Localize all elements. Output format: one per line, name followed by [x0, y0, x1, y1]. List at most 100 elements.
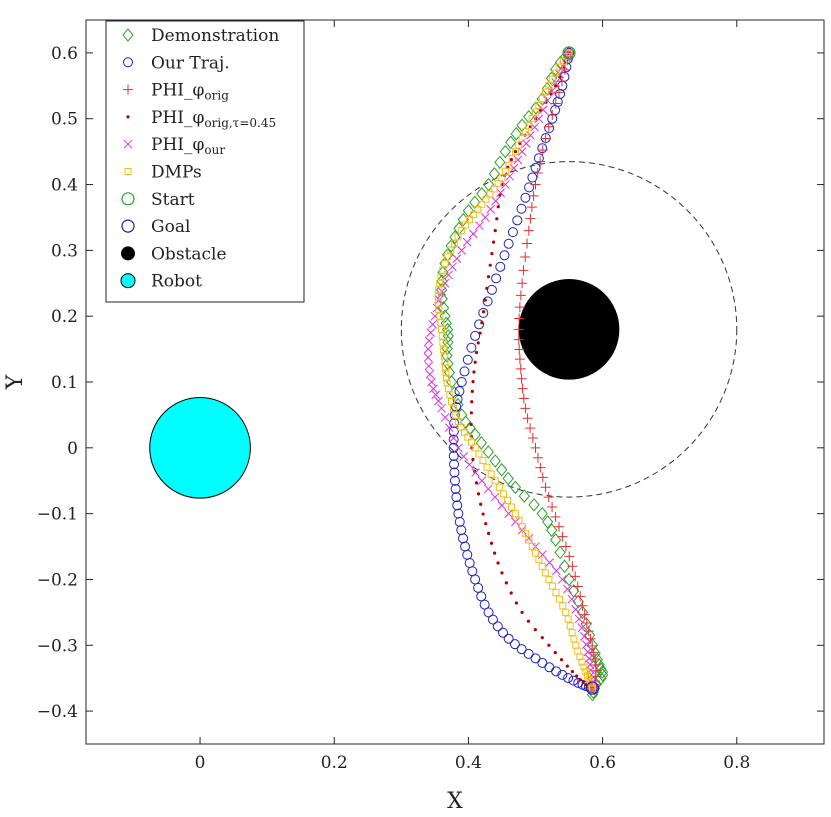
series-2-point-12 [530, 179, 541, 190]
series-5-point-10 [532, 108, 540, 116]
series-1-point-20 [503, 238, 514, 249]
series-4-point-54 [490, 492, 500, 502]
series-3-point-20 [493, 229, 497, 233]
series-0-point-16 [476, 187, 488, 201]
series-5-point-4 [552, 69, 560, 77]
x-tick-label: 0.4 [455, 753, 482, 773]
series-3-point-26 [483, 298, 487, 302]
series-4-point-3 [555, 69, 564, 79]
series-2-point-7 [543, 121, 554, 132]
series-1-point-50 [456, 525, 467, 536]
series-3-point-36 [470, 400, 474, 404]
series-2-point-16 [523, 225, 534, 236]
series-5-point-14 [518, 134, 526, 142]
series-3-point-33 [472, 370, 476, 374]
series-4-point-65 [563, 584, 572, 594]
series-3-point-19 [495, 217, 499, 221]
series-5-point-30 [458, 227, 466, 235]
legend-key-0 [122, 28, 134, 42]
legend-label-0: Demonstration [151, 26, 279, 46]
series-0-point-60 [563, 572, 575, 587]
series-5-point-70 [491, 477, 499, 485]
series-4-point-26 [448, 262, 457, 272]
series-1-point-62 [492, 621, 503, 632]
y-axis-label: Y [3, 374, 28, 390]
series-3-point-60 [547, 643, 551, 647]
series-2-point-33 [522, 413, 533, 424]
series-2-point-18 [520, 251, 531, 262]
series-3-point-37 [469, 411, 473, 415]
series-4-point-15 [505, 171, 515, 181]
series-3-point-43 [474, 481, 479, 485]
series-0-point-52 [518, 489, 530, 503]
series-5-point-42 [435, 306, 443, 314]
goal-marker [585, 681, 600, 695]
series-3-point-30 [476, 341, 480, 345]
series-4-point-48 [454, 443, 463, 453]
series-0-point-11 [505, 135, 517, 150]
series-2-point-46 [560, 541, 571, 552]
series-1-point-33 [454, 386, 465, 397]
series-2-point-53 [579, 609, 590, 620]
series-2-point-25 [513, 334, 524, 345]
series-0-point-62 [572, 594, 584, 609]
series-1-point-23 [491, 273, 502, 284]
series-5-point-2 [560, 57, 568, 65]
series-3-point-56 [520, 610, 524, 614]
series-3-point-31 [474, 350, 479, 355]
series-3-point-45 [479, 502, 483, 506]
series-1-point-44 [450, 475, 460, 486]
series-5-point-57 [448, 398, 456, 406]
series-4-point-38 [424, 361, 434, 371]
series-3-point-22 [490, 252, 494, 256]
series-1-point-45 [450, 483, 461, 494]
series-5-point-89 [559, 602, 567, 610]
legend-key-4 [123, 139, 133, 149]
series-2-point-44 [553, 521, 564, 532]
series-4-point-16 [500, 180, 510, 189]
series-5-point-6 [545, 81, 553, 89]
legend-label-main: Start [151, 190, 195, 210]
series-1-point-65 [509, 639, 520, 650]
series-0-point-54 [536, 506, 548, 521]
series-5-point-39 [435, 286, 443, 294]
series-3-point-66 [578, 678, 582, 682]
series-2-point-43 [550, 511, 561, 522]
series-0-point-10 [510, 127, 522, 141]
series-1-point-72 [557, 669, 568, 680]
series-2-point-50 [572, 581, 583, 592]
series-2-point-29 [516, 373, 527, 384]
series-4-point-35 [424, 336, 434, 346]
legend-label-main: PHI_φ [151, 108, 204, 128]
legend-label-7: Goal [151, 217, 190, 237]
series-5-point-35 [441, 260, 449, 268]
series-5-point-86 [548, 582, 556, 590]
series-5-point-53 [442, 374, 450, 382]
series-4-point-47 [449, 433, 458, 443]
series-5-point-80 [528, 543, 536, 551]
series-5-point-18 [505, 161, 513, 169]
legend-label-subscript: orig,τ=0.45 [204, 116, 276, 130]
series-4-point-61 [538, 550, 547, 559]
series-5-point-93 [568, 629, 576, 637]
series-1-point-28 [470, 330, 481, 341]
series-1-point-71 [551, 666, 562, 677]
series-5-point-40 [434, 292, 442, 300]
series-3-point-50 [493, 551, 497, 555]
series-3-point-25 [485, 286, 489, 290]
series-0-point-12 [499, 144, 511, 159]
series-4-point-25 [452, 254, 462, 263]
series-0-point-21 [449, 230, 461, 244]
series-5-point-91 [564, 615, 572, 623]
series-4-point-56 [504, 509, 514, 518]
series-3-point-61 [553, 651, 557, 655]
series-2-point-5 [550, 98, 561, 109]
series-4-point-39 [425, 369, 435, 379]
series-1-point-49 [454, 516, 465, 527]
series-0-point-55 [542, 515, 554, 529]
series-3-point-63 [565, 664, 569, 668]
series-2-point-36 [530, 442, 541, 453]
series-5-point-34 [444, 253, 452, 261]
